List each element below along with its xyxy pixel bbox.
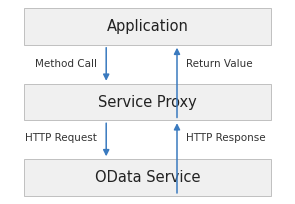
Text: Method Call: Method Call	[35, 59, 97, 69]
Text: OData Service: OData Service	[95, 170, 200, 185]
FancyBboxPatch shape	[24, 84, 271, 120]
Text: Service Proxy: Service Proxy	[98, 94, 197, 110]
Text: HTTP Response: HTTP Response	[186, 133, 266, 143]
Text: Return Value: Return Value	[186, 59, 253, 69]
FancyBboxPatch shape	[24, 159, 271, 196]
Text: HTTP Request: HTTP Request	[25, 133, 97, 143]
Text: Application: Application	[106, 19, 189, 34]
FancyBboxPatch shape	[24, 8, 271, 45]
